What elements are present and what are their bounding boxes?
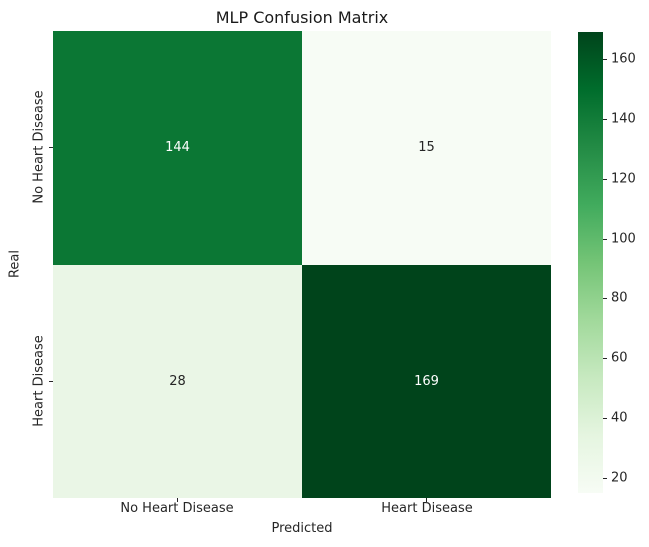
heatmap-cell-true-negative: 144 — [53, 31, 302, 265]
x-tick-mark — [426, 498, 427, 502]
colorbar-tick-mark — [603, 59, 607, 60]
y-tick-mark — [49, 147, 53, 148]
colorbar-tick-label: 100 — [611, 231, 636, 247]
cell-value: 169 — [414, 373, 439, 389]
colorbar-tick-mark — [603, 179, 607, 180]
colorbar-tick-label: 140 — [611, 111, 636, 127]
colorbar-tick-mark — [603, 478, 607, 479]
y-tick-label-no-heart-disease: No Heart Disease — [31, 90, 47, 204]
x-axis-label: Predicted — [271, 521, 333, 536]
colorbar-tick-label: 20 — [611, 470, 628, 486]
heatmap-grid: 144 15 28 169 — [53, 31, 551, 498]
cell-value: 28 — [169, 373, 186, 389]
cell-value: 144 — [165, 140, 190, 156]
colorbar-tick-mark — [603, 239, 607, 240]
colorbar-tick-mark — [603, 418, 607, 419]
x-tick-mark — [177, 498, 178, 502]
colorbar-gradient — [578, 32, 603, 493]
heatmap-cell-true-positive: 169 — [302, 264, 551, 498]
heatmap-cell-false-negative: 28 — [53, 264, 302, 498]
colorbar-tick-label: 120 — [611, 171, 636, 187]
colorbar-tick-label: 60 — [611, 350, 628, 366]
chart-title: MLP Confusion Matrix — [215, 8, 389, 27]
x-tick-label-heart-disease: Heart Disease — [381, 501, 473, 516]
y-tick-label-heart-disease: Heart Disease — [31, 335, 47, 427]
x-tick-label-no-heart-disease: No Heart Disease — [120, 501, 234, 516]
colorbar-tick-mark — [603, 119, 607, 120]
colorbar-tick-mark — [603, 298, 607, 299]
colorbar-tick-mark — [603, 358, 607, 359]
cell-value: 15 — [418, 140, 435, 156]
y-axis-label: Real — [7, 249, 23, 279]
colorbar-tick-label: 160 — [611, 51, 636, 67]
colorbar-tick-label: 80 — [611, 290, 628, 306]
y-tick-mark — [49, 381, 53, 382]
heatmap-cell-false-positive: 15 — [302, 31, 551, 265]
colorbar-tick-label: 40 — [611, 410, 628, 426]
